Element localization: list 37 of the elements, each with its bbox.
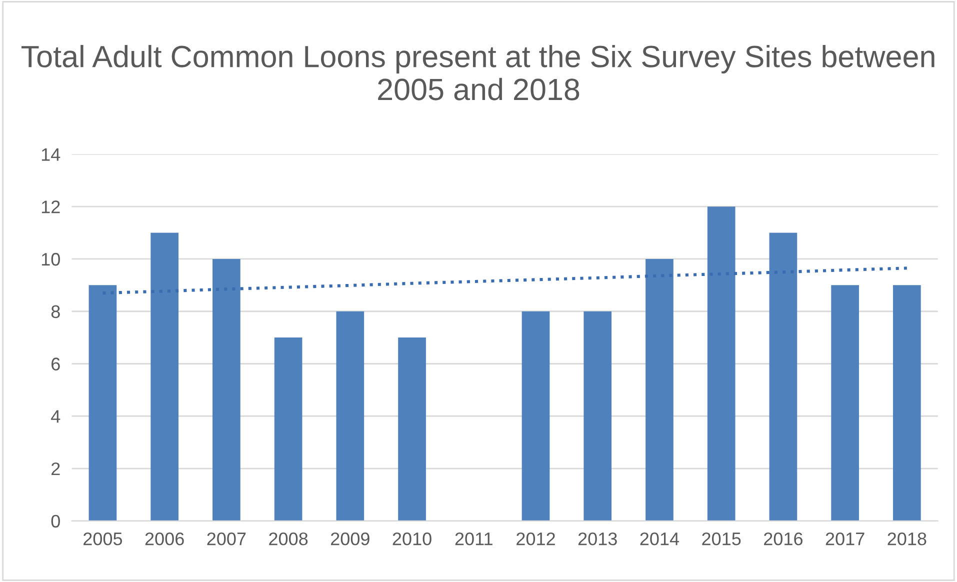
x-tick-label: 2010 (392, 532, 432, 546)
y-tick-label: 2 (52, 462, 60, 476)
bar (646, 258, 674, 521)
y-tick-label: 6 (52, 358, 60, 370)
x-tick-label: 2014 (640, 532, 680, 546)
bar (584, 311, 612, 521)
line-series (101, 266, 908, 295)
x-tick-label: 2009 (330, 532, 370, 546)
y-tick-label: 8 (51, 305, 60, 318)
x-tick-label: 2007 (207, 532, 246, 546)
x-tick-label: 2006 (145, 532, 184, 546)
x-tick-label: 2013 (578, 532, 617, 546)
bar (398, 338, 426, 521)
x-tick-label: 2015 (702, 532, 741, 546)
x-tick-label: 2018 (888, 532, 926, 546)
bar (769, 232, 798, 521)
y-tick-label: 14 (42, 148, 60, 161)
bar (336, 311, 364, 521)
chart-title: Total Adult Common Loons present at the Six Survey Sites between 2005 and 2018 (21, 44, 934, 100)
bar (522, 311, 550, 521)
y-tick-label: 12 (42, 200, 60, 214)
y-tick-label: 10 (42, 252, 60, 266)
bar (707, 206, 736, 521)
y-tick-label: 4 (51, 410, 60, 423)
x-tick-label: 2012 (516, 532, 555, 546)
x-tick-label: 2005 (84, 532, 122, 546)
x-tick-label: 2008 (269, 532, 308, 546)
x-tick-label: 2017 (826, 532, 864, 546)
y-tick-label: 0 (51, 514, 60, 528)
x-tick-label: 2011 (455, 532, 492, 546)
bar (831, 285, 859, 521)
x-tick-label: 2016 (764, 532, 802, 546)
bar (893, 285, 921, 521)
bar (150, 232, 178, 521)
bar (88, 285, 117, 521)
bar (212, 258, 240, 521)
bar (274, 338, 302, 521)
